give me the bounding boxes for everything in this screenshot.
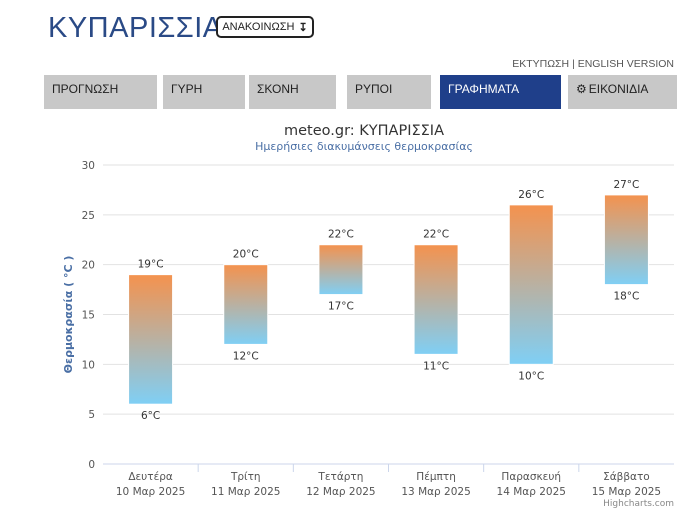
min-temp-label: 18°C — [613, 291, 639, 303]
announcement-label: ΑΝΑΚΟΙΝΩΣΗ — [222, 21, 295, 33]
x-tick-date: 15 Μαρ 2025 — [592, 486, 661, 498]
tab-pollutants[interactable]: ΡΥΠΟΙ — [347, 75, 431, 109]
x-tick-day: Τετάρτη — [317, 471, 363, 483]
tab-graphs[interactable]: ΓΡΑΦΗΜΑΤΑ — [440, 75, 561, 109]
y-tick-label: 10 — [82, 359, 95, 371]
max-temp-label: 27°C — [613, 179, 639, 191]
x-tick-day: Τρίτη — [230, 471, 261, 483]
x-tick-day: Παρασκευή — [501, 471, 561, 483]
chart-subtitle: Ημερήσιες διακυμάνσεις θερμοκρασίας — [255, 140, 473, 153]
y-tick-label: 15 — [82, 310, 95, 322]
min-temp-label: 12°C — [233, 350, 259, 362]
tab-label: ΡΥΠΟΙ — [355, 82, 393, 96]
chart-title: meteo.gr: ΚΥΠΑΡΙΣΣΙΑ — [284, 123, 444, 139]
x-tick-date: 11 Μαρ 2025 — [211, 486, 280, 498]
x-tick-day: Πέμπτη — [416, 471, 456, 483]
link-separator: | — [572, 58, 575, 70]
tab-dust[interactable]: ΣΚΟΝΗ — [249, 75, 336, 109]
max-temp-label: 22°C — [423, 229, 449, 241]
gear-icon: ⚙ — [576, 82, 587, 96]
english-version-link[interactable]: ENGLISH VERSION — [577, 58, 674, 70]
temperature-bar[interactable] — [413, 244, 459, 355]
tab-label: ΓΡΑΦΗΜΑΤΑ — [448, 82, 520, 96]
announcement-button[interactable]: ΑΝΑΚΟΙΝΩΣΗ ↧ — [216, 16, 314, 38]
y-tick-label: 5 — [88, 409, 95, 421]
y-tick-label: 20 — [82, 260, 95, 272]
x-tick-date: 13 Μαρ 2025 — [401, 486, 470, 498]
tab-label: ΕΙΚΟΝΙΔΙΑ — [588, 82, 649, 96]
x-axis: Δευτέρα 10 Μαρ 2025 Τρίτη 11 Μαρ 2025 Τετάρτ… — [116, 464, 661, 498]
y-tick-label: 30 — [82, 160, 95, 172]
x-tick-date: 12 Μαρ 2025 — [306, 486, 375, 498]
max-temp-label: 22°C — [328, 229, 354, 241]
x-tick-date: 14 Μαρ 2025 — [497, 486, 566, 498]
tab-pollen[interactable]: ΓΥΡΗ — [163, 75, 245, 109]
temperature-bar[interactable] — [318, 244, 364, 296]
temperature-bar[interactable] — [128, 274, 174, 405]
temperature-range-chart: meteo.gr: ΚΥΠΑΡΙΣΣΙΑ Ημερήσιες διακυμάνσ… — [62, 123, 674, 509]
bars — [128, 194, 649, 405]
x-tick-day: Σάββατο — [603, 471, 650, 483]
top-links: ΕΚΤΥΠΩΣΗ | ENGLISH VERSION — [512, 58, 674, 70]
max-temp-label: 20°C — [233, 249, 259, 261]
x-tick-day: Δευτέρα — [128, 471, 173, 483]
arrow-down-icon: ↧ — [298, 21, 308, 34]
max-temp-label: 26°C — [518, 189, 544, 201]
y-tick-label: 0 — [88, 459, 95, 471]
temperature-bar[interactable] — [603, 194, 649, 286]
min-temp-label: 17°C — [328, 301, 354, 313]
page-title: ΚΥΠΑΡΙΣΣΙΑ — [48, 12, 223, 44]
temperature-bar[interactable] — [223, 264, 269, 345]
print-link[interactable]: ΕΚΤΥΠΩΣΗ — [512, 58, 570, 70]
temperature-bar[interactable] — [508, 204, 554, 365]
max-temp-label: 19°C — [138, 259, 164, 271]
min-temp-label: 10°C — [518, 370, 544, 382]
x-tick-date: 10 Μαρ 2025 — [116, 486, 185, 498]
tab-forecast[interactable]: ΠΡΟΓΝΩΣΗ — [44, 75, 157, 109]
tab-label: ΣΚΟΝΗ — [257, 82, 299, 96]
data-labels: 19°C 6°C 20°C 12°C 22°C 17°C 22°C 11°C 26°C 10°C 2… — [138, 179, 640, 422]
y-axis-label: Θερμοκρασία ( °C ) — [62, 256, 75, 374]
tab-label: ΓΥΡΗ — [171, 82, 203, 96]
y-tick-label: 25 — [82, 210, 95, 222]
tab-label: ΠΡΟΓΝΩΣΗ — [52, 82, 119, 96]
min-temp-label: 11°C — [423, 360, 449, 372]
tab-icons[interactable]: ⚙ ΕΙΚΟΝΙΔΙΑ — [568, 75, 677, 109]
credits-link[interactable]: Highcharts.com — [603, 499, 674, 509]
min-temp-label: 6°C — [141, 410, 160, 422]
